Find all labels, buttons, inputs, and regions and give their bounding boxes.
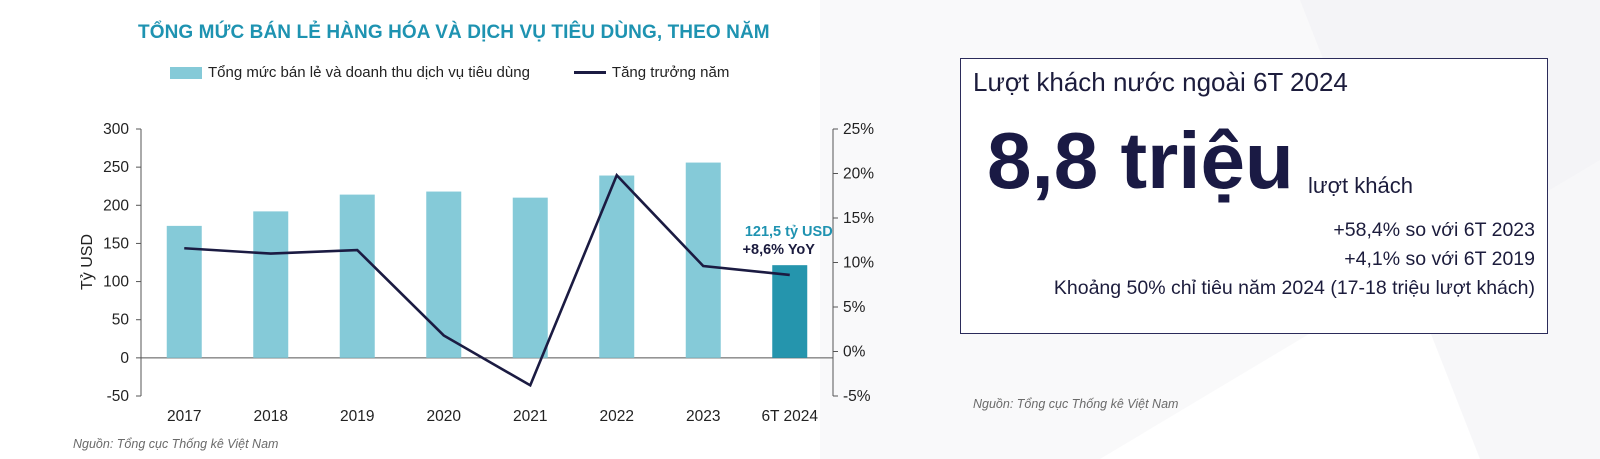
annotation-last-growth: +8,6% YoY (743, 242, 816, 258)
y-axis-title: Tỷ USD (79, 234, 96, 290)
bar-2019 (339, 194, 375, 358)
y-tick-label: 100 (103, 274, 129, 291)
x-tick-label: 2019 (340, 408, 374, 425)
y-tick-label: 50 (112, 312, 130, 329)
annotation-last-value: 121,5 tỷ USD (745, 224, 833, 240)
legend-line-label: Tăng trưởng năm (611, 64, 730, 81)
kpi-unit: lượt khách (1308, 173, 1413, 198)
visitor-kpi-box: Lượt khách nước ngoài 6T 2024 8,8 triệu … (960, 58, 1548, 334)
kpi-value: 8,8 triệu (987, 116, 1294, 205)
legend-line-swatch (573, 71, 606, 74)
x-tick-label: 6T 2024 (761, 408, 818, 425)
y2-tick-label: 5% (843, 299, 866, 316)
x-tick-label: 2018 (254, 408, 288, 425)
y2-tick-label: -5% (843, 388, 871, 405)
y2-tick-label: 20% (843, 166, 874, 183)
y-tick-label: 0 (120, 350, 129, 367)
kpi-source: Nguồn: Tổng cục Thống kê Việt Nam (973, 397, 1179, 411)
bar-2018 (253, 211, 289, 358)
bar-6t-2024 (772, 265, 808, 358)
x-tick-label: 2022 (600, 408, 634, 425)
chart-plot: 300 250 200 150 100 50 0 -50 25% 20% 15% 10% 5% 0% -5%… (79, 121, 874, 425)
kpi-note-target: Khoảng 50% chỉ tiêu năm 2024 (17-18 triệ… (1053, 277, 1535, 299)
y2-tick-label: 15% (843, 210, 874, 227)
y2-tick-label: 0% (843, 344, 866, 361)
x-tick-label: 2017 (167, 408, 201, 425)
y-tick-label: -50 (107, 388, 130, 405)
bar-2021 (512, 197, 548, 358)
legend-bar-swatch (170, 66, 202, 79)
bar-2017 (166, 225, 202, 358)
x-tick-label: 2021 (513, 408, 547, 425)
kpi-note-vs-2019: +4,1% so với 6T 2019 (1344, 248, 1535, 270)
y-tick-label: 200 (103, 197, 129, 214)
x-tick-label: 2023 (686, 408, 720, 425)
y-tick-label: 150 (103, 235, 129, 252)
kpi-title: Lượt khách nước ngoài 6T 2024 (973, 67, 1348, 97)
bar-2023 (685, 162, 721, 358)
kpi-note-yoy: +58,4% so với 6T 2023 (1333, 219, 1535, 241)
bar-2020 (426, 191, 462, 358)
y-tick-label: 300 (103, 121, 129, 138)
chart-legend: Tổng mức bán lẻ và doanh thu dịch vụ tiê… (170, 64, 729, 81)
legend-bar-label: Tổng mức bán lẻ và doanh thu dịch vụ tiê… (208, 64, 530, 81)
x-tick-label: 2020 (427, 408, 462, 425)
growth-line (184, 172, 790, 388)
y2-tick-label: 10% (843, 255, 874, 272)
y-tick-label: 250 (103, 159, 129, 176)
y2-tick-label: 25% (843, 121, 874, 138)
chart-source: Nguồn: Tổng cục Thống kê Việt Nam (73, 437, 279, 451)
chart-title: TỔNG MỨC BÁN LẺ HÀNG HÓA VÀ DỊCH VỤ TIÊU… (138, 22, 770, 43)
